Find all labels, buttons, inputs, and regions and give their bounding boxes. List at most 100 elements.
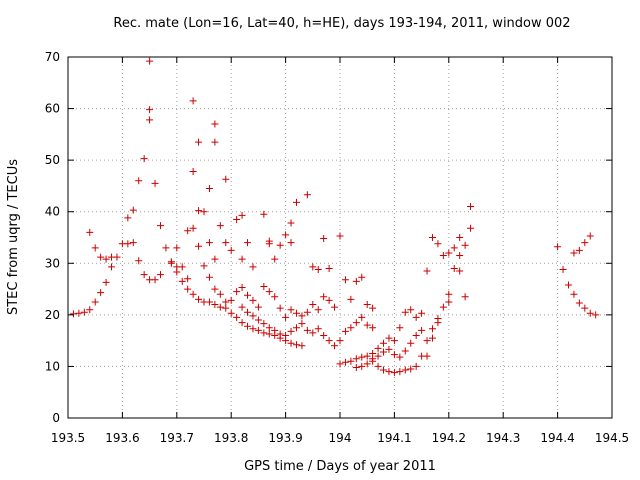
data-point xyxy=(244,291,252,299)
data-point xyxy=(363,352,371,360)
data-point xyxy=(320,235,328,243)
data-point xyxy=(249,325,257,333)
data-point xyxy=(227,309,235,317)
data-point xyxy=(211,301,219,309)
data-point xyxy=(428,234,436,241)
data-point xyxy=(227,246,235,254)
data-point xyxy=(244,322,252,330)
data-point xyxy=(586,309,594,317)
data-point xyxy=(135,257,143,265)
data-point xyxy=(254,316,262,324)
data-point xyxy=(222,304,230,312)
data-point xyxy=(325,264,333,272)
data-point xyxy=(260,282,268,290)
data-point xyxy=(401,347,409,355)
data-point xyxy=(298,320,306,328)
data-point xyxy=(195,242,203,250)
data-point xyxy=(374,362,382,370)
x-tick-label: 194 xyxy=(329,431,352,445)
data-point xyxy=(146,57,154,65)
y-tick-label: 20 xyxy=(45,308,60,322)
data-point xyxy=(189,167,197,175)
data-point xyxy=(298,342,306,350)
data-point xyxy=(156,222,164,230)
data-point xyxy=(331,303,339,311)
data-point xyxy=(347,324,355,332)
x-tick-label: 194.3 xyxy=(486,431,520,445)
data-point xyxy=(450,264,458,272)
y-tick-label: 50 xyxy=(45,153,60,167)
data-point xyxy=(97,253,105,261)
data-point xyxy=(265,240,273,248)
data-point xyxy=(276,241,284,249)
data-point xyxy=(325,337,333,345)
data-point xyxy=(456,252,464,260)
data-point xyxy=(292,324,300,332)
data-point xyxy=(249,296,257,304)
data-point xyxy=(407,339,415,347)
x-tick-label: 193.5 xyxy=(51,431,85,445)
data-point xyxy=(434,240,442,248)
data-point xyxy=(271,255,279,263)
data-point xyxy=(222,298,230,306)
x-tick-label: 193.9 xyxy=(268,431,302,445)
data-point xyxy=(146,106,154,114)
data-point xyxy=(97,289,105,297)
data-point xyxy=(369,324,377,332)
data-point xyxy=(347,357,355,365)
data-point xyxy=(390,351,398,359)
data-point xyxy=(369,304,377,312)
data-point xyxy=(108,263,116,271)
data-point xyxy=(282,313,290,321)
data-point xyxy=(439,252,447,260)
data-point xyxy=(575,299,583,307)
data-point xyxy=(380,348,388,356)
data-point xyxy=(189,224,197,232)
data-point xyxy=(401,366,409,374)
data-point xyxy=(336,232,344,240)
data-point xyxy=(385,334,393,342)
data-point xyxy=(445,249,453,257)
data-point xyxy=(428,325,436,333)
data-point xyxy=(195,138,203,146)
data-point xyxy=(352,277,360,285)
data-point xyxy=(352,319,360,327)
data-point xyxy=(233,288,241,296)
data-point xyxy=(146,116,154,124)
data-point xyxy=(380,339,388,347)
data-point xyxy=(238,319,246,327)
data-point xyxy=(189,97,197,105)
data-point xyxy=(216,290,224,298)
data-point xyxy=(173,244,181,252)
data-point xyxy=(265,324,273,332)
data-point xyxy=(222,239,230,247)
data-point xyxy=(592,311,600,319)
data-point xyxy=(363,360,371,368)
data-point xyxy=(347,295,355,303)
data-point xyxy=(184,227,192,235)
data-point xyxy=(336,360,344,368)
data-point xyxy=(358,353,366,361)
y-tick-label: 60 xyxy=(45,102,60,116)
data-point xyxy=(374,352,382,360)
data-point xyxy=(352,363,360,371)
data-point xyxy=(309,329,317,337)
data-point xyxy=(86,228,94,236)
data-point xyxy=(554,243,562,251)
data-point xyxy=(320,293,328,301)
data-point xyxy=(314,325,322,333)
data-point xyxy=(467,203,475,211)
data-point xyxy=(254,303,262,311)
data-point xyxy=(423,267,431,275)
data-point xyxy=(314,265,322,273)
data-point xyxy=(363,321,371,329)
data-point xyxy=(390,369,398,377)
data-point xyxy=(287,339,295,347)
data-point xyxy=(450,244,458,252)
data-point xyxy=(211,285,219,293)
data-point xyxy=(412,331,420,339)
data-point xyxy=(581,239,589,247)
data-point xyxy=(216,222,224,230)
data-point xyxy=(369,355,377,363)
data-point xyxy=(309,263,317,271)
